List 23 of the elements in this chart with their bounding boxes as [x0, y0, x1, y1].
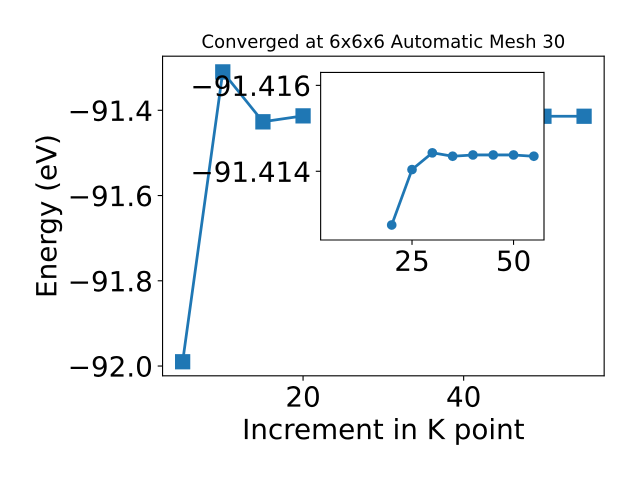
x-tick-label: 50	[498, 250, 530, 272]
x-tick-label: 20	[287, 386, 319, 408]
point	[295, 108, 311, 124]
point	[407, 164, 417, 174]
point	[174, 354, 190, 370]
x-tick-label: 40	[447, 386, 480, 408]
y-tick-label: −91.6	[70, 185, 152, 206]
point	[576, 108, 592, 124]
point	[448, 151, 458, 162]
x-axis-title: Increment in K point	[244, 418, 524, 445]
point	[528, 151, 539, 162]
point	[468, 150, 478, 160]
x-tick-label: 25	[396, 250, 428, 272]
point	[427, 148, 438, 158]
point	[255, 114, 271, 130]
y-tick-label: −91.8	[70, 270, 151, 292]
y-axis-title: Energy (eV)	[35, 136, 62, 296]
point	[508, 150, 518, 160]
chart-title: Converged at 6x6x6 Automatic Mesh 30	[202, 34, 564, 52]
y-tick-label: −91.4	[70, 100, 152, 122]
y-tick-label: −92.0	[70, 356, 151, 377]
point	[386, 220, 397, 230]
point	[488, 150, 498, 160]
